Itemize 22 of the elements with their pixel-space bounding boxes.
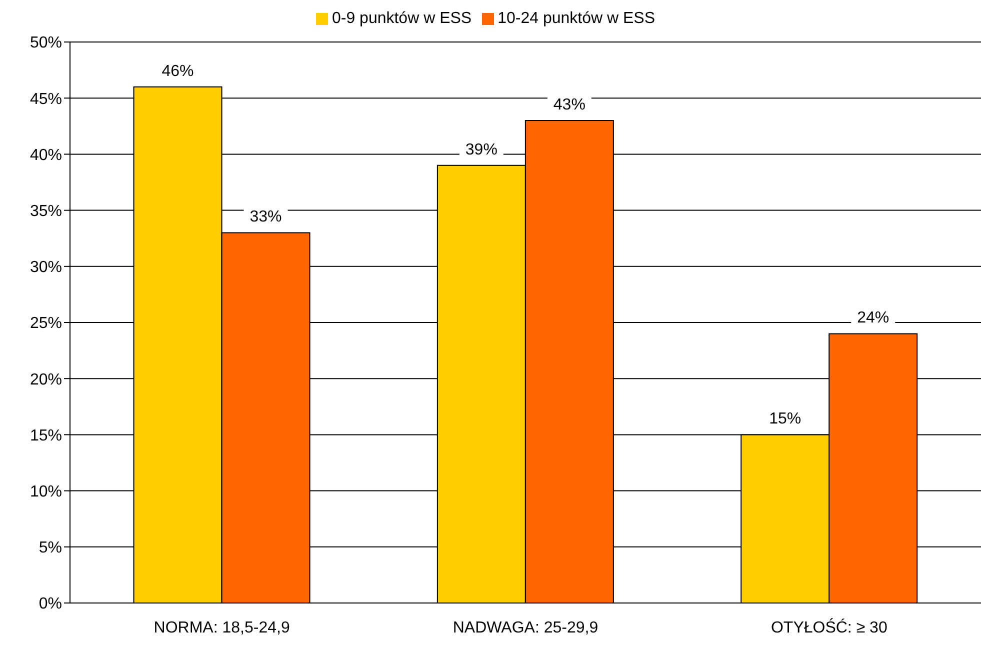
data-label: 33% — [250, 208, 282, 226]
y-tick-label: 45% — [30, 90, 62, 108]
legend-label: 0-9 punktów w ESS — [332, 10, 472, 27]
data-label: 15% — [769, 410, 802, 428]
y-tick-label: 50% — [30, 34, 62, 52]
y-tick-label: 35% — [30, 202, 62, 220]
x-tick-label: NORMA: 18,5-24,9 — [154, 619, 290, 636]
x-tick-label: OTYŁOŚĆ: ≥ 30 — [770, 617, 888, 636]
y-tick-label: 15% — [30, 427, 62, 444]
y-tick-label: 40% — [30, 146, 62, 164]
y-tick-label: 30% — [30, 259, 62, 276]
y-tick-label: 5% — [38, 540, 62, 557]
data-label: 43% — [553, 96, 586, 114]
y-tick-label: 20% — [30, 371, 62, 388]
x-tick-label: NADWAGA: 25-29,9 — [452, 619, 598, 636]
y-tick-label: 10% — [30, 483, 62, 500]
data-label: 46% — [162, 62, 194, 80]
y-tick-label: 0% — [38, 596, 62, 613]
legend-label: 10-24 punktów w ESS — [498, 10, 656, 27]
data-label: 24% — [857, 310, 890, 327]
data-label: 39% — [465, 141, 498, 158]
y-tick-label: 25% — [30, 315, 62, 332]
